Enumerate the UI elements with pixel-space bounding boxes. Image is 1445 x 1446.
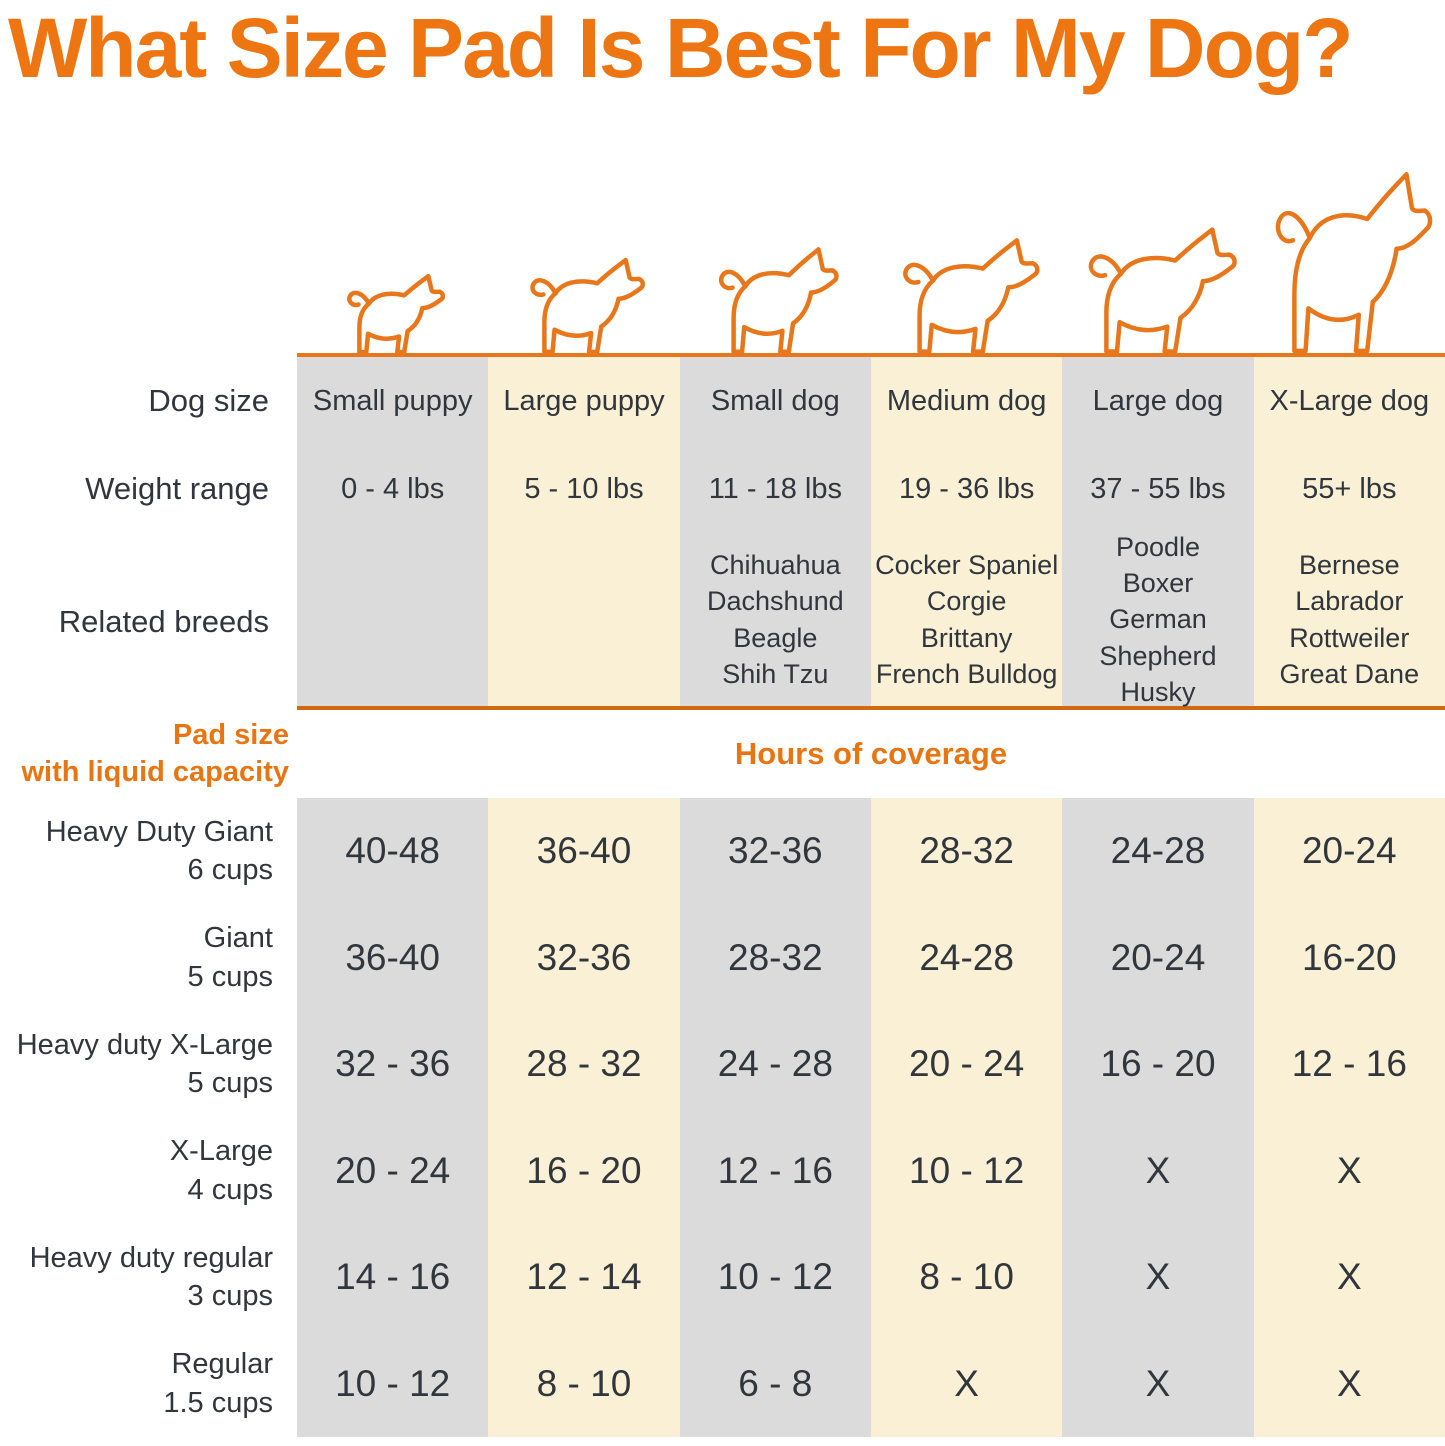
hours-value-cell: 28-32 [870, 798, 1063, 905]
hours-value-cell: 16 - 20 [1062, 1011, 1254, 1118]
hours-value-cell: 10 - 12 [679, 1224, 871, 1331]
medium-dog-icon [888, 227, 1046, 353]
pad-name: Giant [203, 922, 273, 955]
small-dog-icon [706, 237, 844, 353]
pad-row-label: X-Large 4 cups [0, 1117, 297, 1224]
pad-size-section-label: Pad size with liquid capacity [0, 710, 297, 798]
pad-capacity: 3 cups [187, 1280, 273, 1313]
dogs-row-spacer [0, 150, 297, 357]
hours-value-cell: X [1253, 1224, 1445, 1331]
breeds-cell: Chihuahua Dachshund Beagle Shih Tzu [679, 533, 871, 710]
hours-value-cell: X [1062, 1330, 1254, 1437]
pad-name: Heavy duty regular [29, 1241, 273, 1274]
hours-value-cell: 16-20 [1253, 904, 1445, 1011]
hours-value-cell: 14 - 16 [297, 1224, 489, 1331]
dog-illustration-cell [679, 150, 871, 357]
dog-size-cell: Large puppy [488, 357, 680, 445]
hours-value-cell: 10 - 12 [870, 1117, 1063, 1224]
pad-name: Heavy Duty Giant [45, 815, 273, 848]
hours-value-cell: 10 - 12 [297, 1330, 489, 1437]
small-puppy-icon [337, 267, 449, 353]
size-chart-table: Dog size Small puppy Large puppy Small d… [0, 150, 1445, 1437]
hours-value-cell: 20 - 24 [870, 1011, 1063, 1118]
dog-illustration-cell [1253, 150, 1445, 357]
hours-value-cell: 24 - 28 [679, 1011, 871, 1118]
weight-cell: 11 - 18 lbs [679, 445, 871, 533]
breeds-cell: Poodle Boxer German Shepherd Husky [1062, 532, 1254, 710]
hours-value-cell: 24-28 [870, 904, 1063, 1011]
breeds-cell [297, 533, 489, 710]
hours-value-cell: 36-40 [488, 798, 680, 905]
related-breeds-row-label: Related breeds [58, 603, 269, 639]
hours-value-cell: 8 - 10 [488, 1330, 680, 1437]
hours-value-cell: 8 - 10 [870, 1224, 1063, 1331]
pad-row-label: Heavy Duty Giant 6 cups [0, 798, 297, 905]
dog-size-cell: Small dog [679, 357, 871, 445]
hours-value-cell: 28-32 [679, 904, 871, 1011]
x-large-dog-icon [1258, 153, 1440, 353]
breeds-cell [488, 533, 680, 710]
pad-row-label: Giant 5 cups [0, 904, 297, 1011]
weight-cell: 5 - 10 lbs [488, 445, 680, 533]
hours-value-cell: X [1062, 1224, 1254, 1331]
pad-capacity: 5 cups [187, 1067, 273, 1100]
hours-value-cell: 24-28 [1062, 798, 1254, 905]
pad-row-label: Heavy duty regular 3 cups [0, 1224, 297, 1331]
hours-value-cell: 20 - 24 [297, 1117, 489, 1224]
hours-value-cell: 36-40 [297, 904, 489, 1011]
dog-size-cell: X-Large dog [1253, 357, 1445, 445]
large-dog-icon [1072, 215, 1244, 353]
dog-size-cell: Medium dog [870, 357, 1063, 445]
pad-capacity: 5 cups [187, 960, 273, 993]
hours-value-cell: 32-36 [488, 904, 680, 1011]
weight-cell: 0 - 4 lbs [297, 445, 489, 533]
hours-value-cell: X [1253, 1117, 1445, 1224]
pad-capacity: 1.5 cups [163, 1386, 273, 1419]
hours-value-cell: X [1062, 1117, 1254, 1224]
pad-capacity: 4 cups [187, 1173, 273, 1206]
hours-value-cell: 32-36 [679, 798, 871, 905]
dog-size-row-label: Dog size [148, 383, 269, 418]
pad-name: Heavy duty X-Large [16, 1028, 273, 1061]
hours-value-cell: 28 - 32 [488, 1011, 680, 1118]
page-title: What Size Pad Is Best For My Dog? [8, 1, 1354, 95]
hours-value-cell: 12 - 14 [488, 1224, 680, 1331]
hours-of-coverage-heading: Hours of coverage [297, 710, 1445, 798]
dog-size-cell: Small puppy [297, 357, 489, 445]
hours-value-cell: X [1253, 1330, 1445, 1437]
hours-value-cell: X [870, 1330, 1063, 1437]
dog-illustration-cell [488, 150, 680, 357]
weight-range-row-label: Weight range [85, 471, 269, 506]
hours-value-cell: 12 - 16 [1253, 1011, 1445, 1118]
dog-size-cell: Large dog [1062, 357, 1254, 445]
dog-illustration-cell [870, 150, 1063, 357]
hours-value-cell: 20-24 [1253, 798, 1445, 905]
hours-value-cell: 40-48 [297, 798, 489, 905]
weight-cell: 19 - 36 lbs [870, 445, 1063, 533]
large-puppy-icon [518, 249, 650, 353]
pad-name: X-Large [169, 1135, 273, 1168]
dog-illustration-cell [1062, 150, 1254, 357]
dog-illustration-cell [297, 150, 489, 357]
weight-cell: 37 - 55 lbs [1062, 445, 1254, 533]
pad-row-label: Regular 1.5 cups [0, 1330, 297, 1437]
weight-cell: 55+ lbs [1253, 445, 1445, 533]
pad-name: Regular [171, 1348, 273, 1381]
breeds-cell: Cocker Spaniel Corgie Brittany French Bu… [870, 533, 1063, 710]
breeds-cell: Bernese Labrador Rottweiler Great Dane [1253, 533, 1445, 710]
pad-row-label: Heavy duty X-Large 5 cups [0, 1011, 297, 1118]
hours-value-cell: 6 - 8 [679, 1330, 871, 1437]
hours-value-cell: 12 - 16 [679, 1117, 871, 1224]
hours-value-cell: 32 - 36 [297, 1011, 489, 1118]
hours-value-cell: 16 - 20 [488, 1117, 680, 1224]
pad-capacity: 6 cups [187, 854, 273, 887]
hours-value-cell: 20-24 [1062, 904, 1254, 1011]
